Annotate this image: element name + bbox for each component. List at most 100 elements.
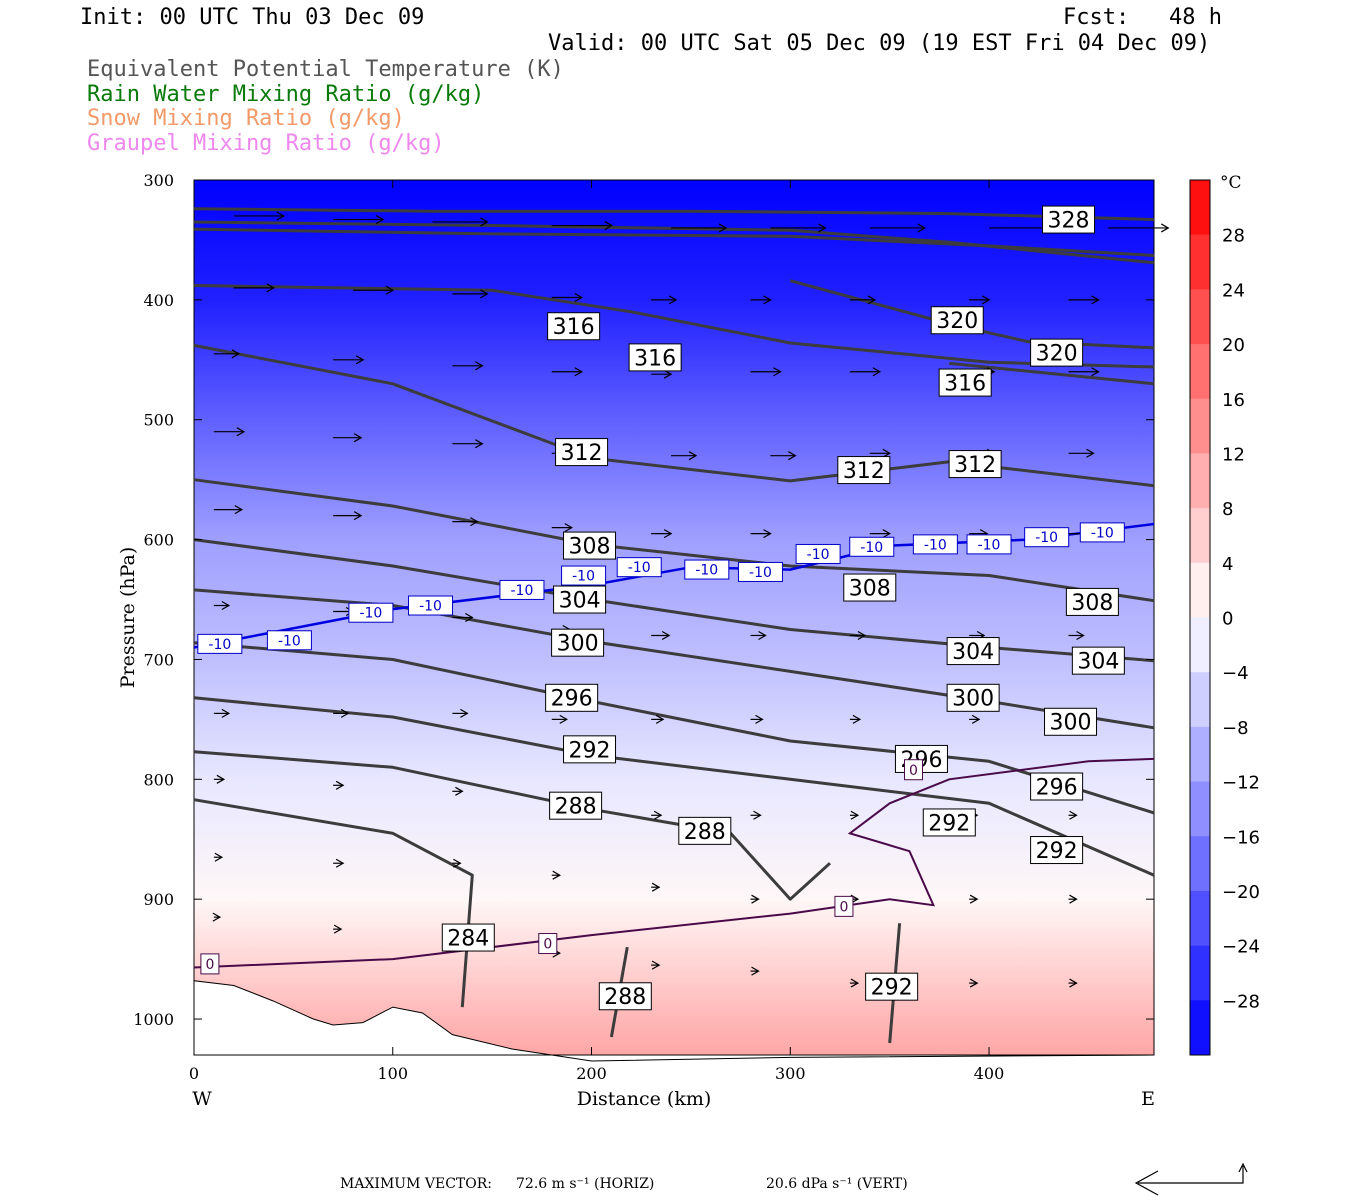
wind-vector-head bbox=[465, 612, 474, 623]
theta-e-label-box bbox=[865, 972, 919, 1001]
theta-e-label-box bbox=[1042, 205, 1096, 234]
y-tick-label: 500 bbox=[143, 411, 174, 430]
theta-e-label-text: 320 bbox=[936, 309, 978, 334]
colorbar-band bbox=[1190, 562, 1210, 618]
wind-vector-head bbox=[236, 427, 246, 437]
wind-vector-head bbox=[751, 966, 760, 976]
colorbar-tick-label: 4 bbox=[1222, 554, 1233, 575]
theta-e-contour bbox=[193, 750, 832, 901]
theta-e-label: 328 bbox=[1042, 205, 1096, 234]
wind-vector-head bbox=[221, 708, 231, 718]
isotherm-minus10-label-text: -10 bbox=[278, 633, 301, 649]
wind-vector-head bbox=[981, 295, 991, 305]
wind-vector-head bbox=[688, 451, 698, 461]
wind-vector-head bbox=[818, 223, 827, 233]
isotherm-minus10-label: -10 bbox=[1079, 522, 1125, 543]
isotherm-minus10-label-box bbox=[266, 630, 312, 651]
theta-e-contour bbox=[193, 207, 1155, 222]
colorbar-tick-label: 24 bbox=[1222, 280, 1245, 301]
isotherm-minus10-label: -10 bbox=[849, 536, 895, 557]
colorbar-frame bbox=[1189, 179, 1211, 1056]
wind-vector-head bbox=[751, 894, 760, 904]
theta-e-label-text: 300 bbox=[952, 687, 994, 712]
isotherm-minus10-label-box bbox=[1079, 522, 1125, 543]
isotherm-minus10-label: -10 bbox=[1024, 527, 1070, 548]
theta-e-label-box bbox=[1044, 707, 1098, 736]
wind-vector-head bbox=[788, 451, 797, 461]
theta-e-label-box bbox=[551, 628, 605, 657]
theta-e-label-text: 320 bbox=[1036, 342, 1078, 367]
legend-entry: Rain Water Mixing Ratio (g/kg) bbox=[87, 81, 485, 107]
wind-vector-head bbox=[234, 505, 244, 515]
theta-e-label-box bbox=[922, 808, 976, 837]
isotherm-0-label-box bbox=[538, 933, 558, 955]
max-vector-vert: 20.6 dPa s⁻¹ (VERT) bbox=[766, 1176, 908, 1192]
y-tick-label: 800 bbox=[143, 770, 174, 789]
colorbar-band bbox=[1190, 945, 1210, 1001]
isotherm-minus10-label: -10 bbox=[348, 602, 394, 623]
theta-e-label: 304 bbox=[946, 637, 1000, 666]
theta-e-label: 312 bbox=[555, 438, 609, 467]
theta-e-label-text: 292 bbox=[1036, 839, 1078, 864]
wind-vector-head bbox=[969, 978, 979, 988]
wind-vector-head bbox=[971, 714, 981, 724]
theta-e-label-text: 304 bbox=[952, 640, 994, 665]
theta-e-label-text: 304 bbox=[1077, 650, 1119, 675]
wind-vector-head bbox=[604, 221, 613, 231]
theta-e-label-text: 312 bbox=[561, 441, 603, 466]
theta-e-label: 312 bbox=[948, 450, 1002, 479]
theta-e-label-text: 300 bbox=[557, 632, 599, 657]
theta-e-label-text: 296 bbox=[1036, 775, 1078, 800]
theta-e-label-box bbox=[555, 438, 609, 467]
wind-vector-head bbox=[1160, 223, 1170, 233]
colorbar-tick-label: 16 bbox=[1222, 390, 1245, 411]
isotherm-minus10-label-box bbox=[197, 633, 243, 654]
theta-e-label-box bbox=[843, 573, 897, 602]
theta-e-label: 288 bbox=[678, 816, 732, 845]
y-tick-label: 400 bbox=[143, 291, 174, 310]
theta-e-label: 300 bbox=[551, 628, 605, 657]
isotherm-minus10-label: -10 bbox=[499, 579, 545, 600]
theta-e-label: 320 bbox=[1030, 338, 1084, 367]
reference-vector-head bbox=[1134, 1170, 1159, 1196]
theta-e-label-box bbox=[1065, 587, 1119, 616]
isotherm-0-label-text: 0 bbox=[909, 763, 918, 779]
theta-e-label-box bbox=[946, 637, 1000, 666]
isotherm-minus10-label-text: -10 bbox=[1091, 525, 1114, 541]
theta-e-label-box bbox=[563, 531, 617, 560]
isotherm-minus10-label-text: -10 bbox=[511, 583, 534, 599]
theta-e-label: 292 bbox=[922, 808, 976, 837]
isotherm-minus10-label-text: -10 bbox=[695, 563, 718, 579]
wind-vector-head bbox=[857, 630, 867, 640]
theta-e-label-box bbox=[549, 791, 603, 820]
theta-e-label-box bbox=[563, 735, 617, 764]
wind-vector-head bbox=[214, 852, 224, 862]
colorbar-band bbox=[1190, 672, 1210, 728]
theta-e-label-box bbox=[1030, 772, 1084, 801]
isotherm-minus10-label-box bbox=[737, 561, 783, 582]
wind-vector-head bbox=[668, 295, 678, 305]
theta-e-label: 292 bbox=[563, 735, 617, 764]
theta-e-label-box bbox=[1071, 646, 1125, 675]
wind-vector-head bbox=[850, 810, 860, 820]
colorbar-tick-label: −28 bbox=[1222, 991, 1260, 1012]
isotherm-minus10-label: -10 bbox=[737, 561, 783, 582]
theta-e-label-box bbox=[598, 982, 652, 1011]
theta-e-label: 316 bbox=[628, 343, 682, 372]
wind-vector-head bbox=[763, 529, 772, 539]
isotherm-minus10-label-text: -10 bbox=[807, 547, 830, 563]
theta-e-label-box bbox=[938, 368, 992, 397]
forecast-hour: Fcst: 48 h bbox=[1063, 5, 1222, 30]
theta-e-label: 308 bbox=[563, 531, 617, 560]
isotherm-minus10-label-text: -10 bbox=[1035, 530, 1058, 546]
theta-e-label-text: 292 bbox=[871, 976, 913, 1001]
wind-vector-head bbox=[559, 714, 568, 724]
colorbar-unit: °C bbox=[1220, 173, 1242, 193]
isotherm-0-label-box bbox=[200, 953, 220, 975]
wind-vector-head bbox=[480, 289, 489, 299]
x-tick-label: 300 bbox=[775, 1064, 806, 1083]
theta-e-label: 312 bbox=[837, 456, 891, 485]
isotherm-minus10-label-box bbox=[499, 579, 545, 600]
wind-vector-head bbox=[355, 355, 365, 365]
wind-vector-head bbox=[867, 295, 877, 305]
